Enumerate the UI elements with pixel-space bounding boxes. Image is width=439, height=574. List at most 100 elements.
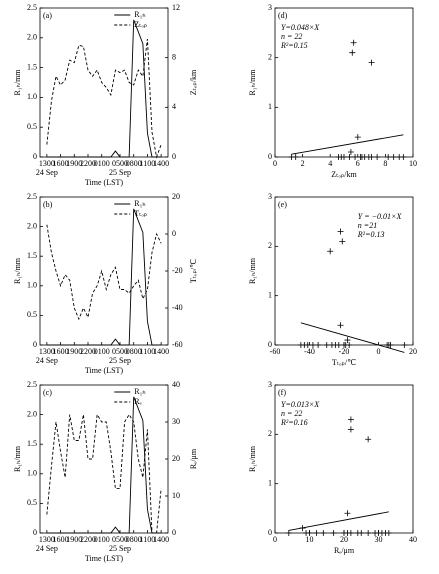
x-tick-label: 0100 [94,347,110,356]
point [315,342,322,348]
series-line [46,396,162,534]
date-label: 25 Sep [109,356,131,365]
point [352,154,359,160]
x-tick-label: 8 [383,159,387,168]
x-tick-label: 1100 [140,535,156,544]
y-tick-label: 2.5 [27,380,37,389]
point [387,342,394,348]
panel-label: (f) [278,388,286,397]
annotation: R²=0.15 [280,41,308,50]
point [400,154,407,160]
annotation: n =21 [358,221,377,230]
point [365,530,372,536]
point [390,154,397,160]
y-tick-label: 0 [33,152,37,161]
point [385,530,392,536]
point [313,530,320,536]
point [347,426,354,433]
point [347,149,354,156]
x-tick-label: 2200 [80,347,96,356]
annotation: R²=0.16 [280,418,308,427]
x-tick-label: 1400 [153,535,169,544]
x-tick-label: 2200 [80,535,96,544]
y-tick-label: 2.5 [27,3,37,12]
y2-tick-label: 8 [172,52,176,61]
point [349,49,356,56]
x-axis-title: Time (LST) [85,554,123,563]
y-tick-label: 1 [268,290,272,299]
legend-label: Tₜₒₚ [134,209,147,218]
plot-frame [39,196,169,346]
y-tick-label: 0.5 [27,122,37,131]
y2-tick-label: 30 [172,417,180,426]
x-tick-label: 1300 [39,159,55,168]
x-axis-title: Time (LST) [85,178,123,187]
y-axis-title: R₁ₕ/mm [13,69,22,96]
x-tick-label: 0800 [126,347,142,356]
x-tick-label: 0100 [94,159,110,168]
y-tick-label: 2 [268,241,272,250]
annotation: Y=0.013×X [281,400,320,409]
point [337,322,344,329]
panel-label: (e) [278,200,287,209]
point [323,342,330,348]
annotation: n = 22 [281,32,302,41]
y2-axis-title: Tₜₒₚ/℃ [189,259,198,283]
point [365,436,372,443]
x-axis-title: Rₑ/μm [334,546,355,555]
y-tick-label: 3 [268,3,272,12]
point [304,342,311,348]
legend-label: R₁ₕ [134,199,145,208]
x-tick-label: 30 [375,535,383,544]
x-tick-label: 1100 [140,159,156,168]
x-tick-label: 1600 [53,159,69,168]
point [354,530,361,536]
y-tick-label: 1.5 [27,251,37,260]
x-tick-label: 0100 [94,535,110,544]
panel-label: (a) [43,11,52,20]
y2-tick-label: -60 [172,340,183,349]
date-label: 24 Sep [36,356,58,365]
x-tick-label: -40 [304,347,315,356]
x-tick-label: 1400 [153,159,169,168]
x-tick-label: 0500 [112,159,128,168]
series-line [46,413,162,534]
legend-label: Rₑ [134,397,141,406]
point [328,342,335,348]
y-tick-label: 0 [33,340,37,349]
x-tick-label: 1600 [53,535,69,544]
y-tick-label: 1 [268,478,272,487]
y2-tick-label: 10 [172,491,180,500]
y-tick-label: 0 [33,528,37,537]
x-tick-label: 4 [328,159,332,168]
point [327,248,334,255]
x-tick-label: 1900 [66,159,82,168]
point [344,337,351,344]
x-axis-title: Time (LST) [85,366,123,375]
x-tick-label: 1300 [39,347,55,356]
y-axis-title: R₁ₕ/mm [248,445,257,472]
y2-tick-label: 40 [172,380,180,389]
legend-label: Zₜₒₚ [134,20,147,29]
y-tick-label: 2.0 [27,33,37,42]
annotation: Y=0.048×X [281,23,320,32]
series-line [46,19,162,158]
y2-tick-label: 20 [172,454,180,463]
point [338,154,345,160]
x-tick-label: 1400 [153,347,169,356]
x-tick-label: 20 [340,535,348,544]
y-axis-title: R₁ₕ/mm [248,69,257,96]
point [335,342,342,348]
point [342,342,349,348]
point [358,154,365,160]
x-tick-label: 40 [409,535,417,544]
y2-tick-label: 12 [172,3,180,12]
point [354,134,361,141]
x-tick-label: 0500 [112,347,128,356]
point [368,154,375,160]
y-tick-label: 2.5 [27,192,37,201]
point [320,530,327,536]
y-axis-title: R₁ₕ/mm [248,257,257,284]
series-line [46,224,162,321]
